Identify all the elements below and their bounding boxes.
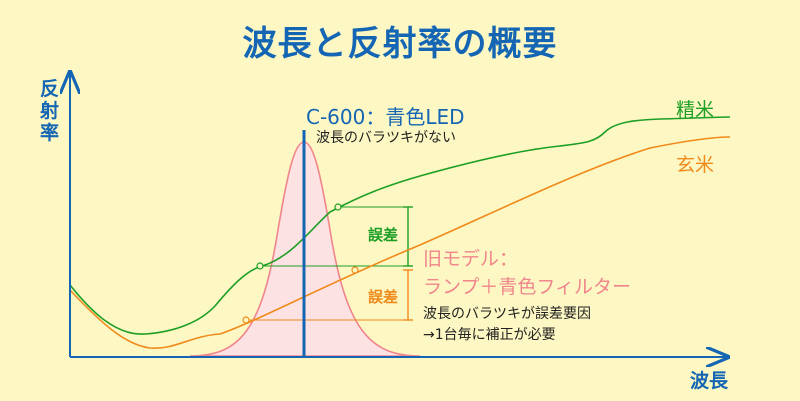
marker-orange [351, 266, 359, 274]
marker-lower [242, 316, 250, 324]
polished-rice-curve [69, 116, 731, 335]
y-axis-label: 反射率 [40, 78, 60, 144]
x-axis-label: 波長 [690, 370, 729, 392]
error-label-lower: 誤差 [368, 288, 399, 306]
note-line2: →1台毎に補正が必要 [423, 327, 556, 343]
old-model-label-line2: ランプ＋青色フィルター [423, 276, 632, 298]
note-line1: 波長のバラツキが誤差要因 [423, 306, 591, 322]
brown-rice-curve [69, 136, 731, 349]
c600-label: C-600：青色LED [306, 105, 465, 129]
brown-rice-label: 玄米 [676, 154, 715, 176]
marker-upper [334, 203, 342, 211]
page-title: 波長と反射率の概要 [242, 24, 558, 64]
polished-rice-label: 精米 [676, 99, 715, 121]
c600-note: 波長のバラツキがない [316, 130, 456, 146]
error-label-upper: 誤差 [368, 226, 399, 244]
marker-middle [256, 262, 264, 270]
old-model-label-line1: 旧モデル： [423, 248, 519, 270]
